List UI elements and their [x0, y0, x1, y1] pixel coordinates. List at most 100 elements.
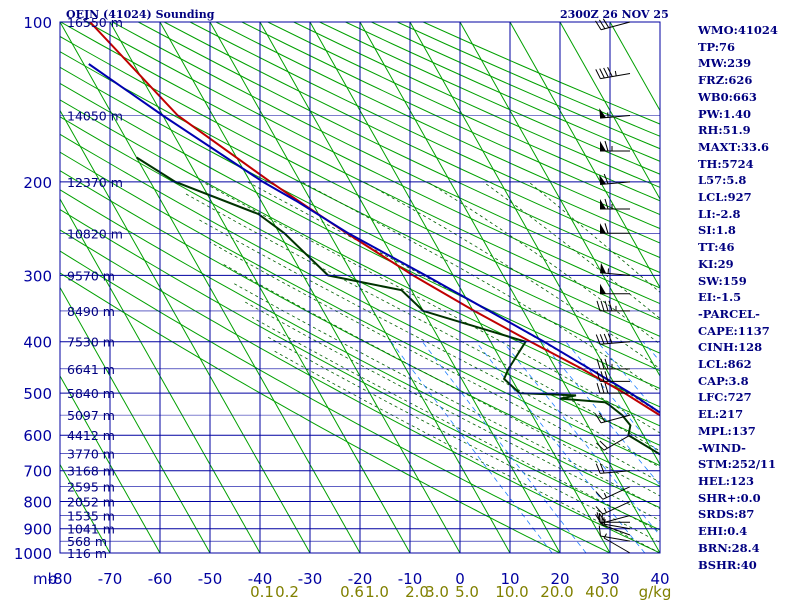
temperature-tick-label: 10 [500, 570, 519, 588]
height-label: 7530 m [67, 335, 115, 350]
index-item: LI:-2.8 [698, 206, 741, 221]
mixing-ratio-line [541, 341, 660, 486]
index-item: WB0:663 [698, 89, 757, 104]
dry-adiabat [60, 208, 660, 531]
temperature-tick-label: -70 [98, 570, 123, 588]
temperature-line [89, 22, 660, 417]
height-label: 116 m [67, 546, 107, 561]
height-label: 3168 m [67, 464, 115, 479]
index-item: LFC:727 [698, 390, 752, 405]
height-label: 14050 m [67, 109, 123, 124]
height-label: 12370 m [67, 175, 123, 190]
wind-barb [599, 173, 631, 185]
index-item: PW:1.40 [698, 106, 752, 121]
temperature-tick-label: 40 [650, 570, 669, 588]
wind-barb [603, 533, 631, 554]
indices-panel: WMO:41024 TP:76 MW:239 FRZ:626 WB0:663 PW:1.4… [698, 22, 798, 573]
height-label: 1041 m [67, 522, 115, 537]
wind-barb [595, 18, 631, 31]
height-label: 6641 m [67, 362, 115, 377]
wind-barb [595, 67, 631, 80]
index-item: SHR+:0.0 [698, 490, 761, 505]
index-item: TT:46 [698, 240, 735, 255]
index-item: MW:239 [698, 56, 752, 71]
wind-barb [595, 333, 631, 345]
mixing-ratio-label: 20.0 [540, 583, 573, 600]
dry-adiabat [60, 229, 660, 553]
moist-adiabat [242, 300, 660, 522]
wind-barb [596, 383, 630, 394]
index-item: BRN:28.4 [698, 540, 760, 555]
height-label: 5840 m [67, 386, 115, 401]
temperature-tick-label: 20 [550, 570, 569, 588]
dry-adiabat [60, 51, 660, 354]
temperature-tick-label: 30 [600, 570, 619, 588]
moist-adiabat [272, 349, 660, 553]
pressure-tick-label: 500 [23, 385, 52, 403]
height-label: 568 m [67, 534, 107, 549]
wind-barb [596, 371, 630, 382]
height-label: 2595 m [67, 480, 115, 495]
temperature-tick-label: -60 [148, 570, 173, 588]
moist-adiabat [232, 282, 660, 510]
index-item: MPL:137 [698, 423, 756, 438]
index-item: EI:-1.5 [698, 290, 742, 305]
index-item: -PARCEL- [698, 306, 760, 321]
mixing-ratio-label: 3.0 [425, 583, 449, 600]
sounding-time: 2300Z 26 NOV 25 [560, 8, 669, 21]
index-item: CINH:128 [698, 340, 763, 355]
pressure-tick-label: 900 [23, 521, 52, 539]
height-label: 9570 m [67, 268, 115, 283]
index-item: HEL:123 [698, 473, 754, 488]
mixing-ratio-label: 0.2 [275, 583, 299, 600]
index-item: TP:76 [698, 39, 736, 54]
wind-barb [600, 283, 630, 295]
index-item: SI:1.8 [698, 223, 736, 238]
dry-adiabat [138, 22, 660, 274]
moist-adiabat [184, 192, 660, 452]
pressure-tick-label: 800 [23, 494, 52, 512]
mixing-ratio-label: 0.6 [340, 583, 364, 600]
dry-adiabat [60, 189, 660, 509]
index-item: CAPE:1137 [698, 323, 770, 338]
mixing-ratio-line [421, 341, 587, 553]
mixing-ratio-label: 2.0 [405, 583, 429, 600]
dry-adiabat [189, 22, 660, 244]
moist-adiabat [301, 181, 660, 393]
index-item: SRDS:87 [698, 507, 755, 522]
height-label: 8490 m [67, 304, 115, 319]
moist-adiabat [197, 218, 660, 468]
height-label: 3770 m [67, 447, 115, 462]
mixing-ratio-label: 1.0 [365, 583, 389, 600]
height-label: 2052 m [67, 495, 115, 510]
wind-barb [600, 223, 630, 234]
mixing-ratio-unit: g/kg [639, 583, 672, 600]
wind-barb [600, 262, 631, 276]
wind-barb [599, 108, 631, 119]
index-item: EL:217 [698, 407, 744, 422]
wind-barb [596, 358, 630, 370]
wind-barb [598, 525, 631, 542]
index-item: FRZ:626 [698, 73, 753, 88]
dry-adiabat [60, 22, 660, 321]
index-item: -WIND- [698, 440, 746, 455]
pressure-tick-label: 700 [23, 463, 52, 481]
temperature-tick-label: 0 [455, 570, 465, 588]
pressure-tick-label: 1000 [14, 545, 52, 563]
pressure-unit-label: mb [33, 570, 57, 588]
temperature-tick-label: -30 [298, 570, 323, 588]
index-item: BSHR:40 [698, 557, 757, 572]
dry-adiabat [86, 22, 660, 305]
index-item: EHI:0.4 [698, 524, 748, 539]
index-item: L57:5.8 [698, 173, 747, 188]
height-label: 10820 m [67, 226, 123, 241]
dry-adiabat [112, 22, 660, 289]
station-title: OEJN (41024) Sounding [66, 8, 215, 21]
index-item: LCL:862 [698, 357, 752, 372]
pressure-tick-label: 400 [23, 334, 52, 352]
moist-adiabat [265, 335, 660, 544]
temperature-tick-label: -50 [198, 570, 223, 588]
height-label: 16550 m [67, 15, 123, 30]
dry-adiabat [60, 35, 660, 337]
